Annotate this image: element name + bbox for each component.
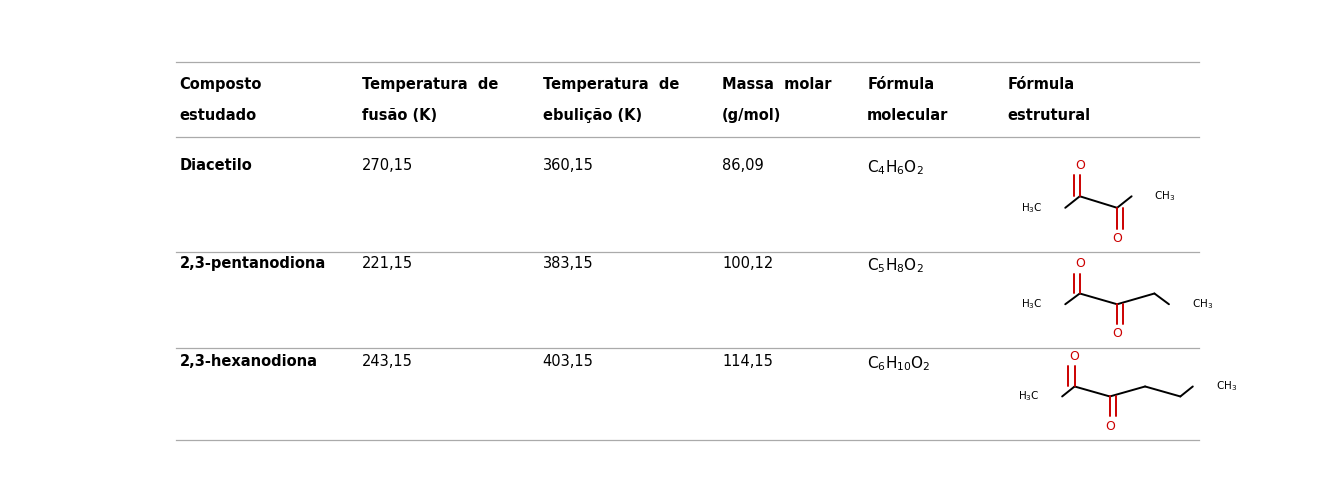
Text: fusão (K): fusão (K) <box>363 108 438 123</box>
Text: estudado: estudado <box>179 108 257 123</box>
Text: O: O <box>1112 327 1123 340</box>
Text: 2,3-hexanodiona: 2,3-hexanodiona <box>179 354 317 369</box>
Text: $\mathrm{H_3C}$: $\mathrm{H_3C}$ <box>1021 297 1042 311</box>
Text: O: O <box>1105 420 1115 433</box>
Text: 383,15: 383,15 <box>543 256 593 271</box>
Text: 86,09: 86,09 <box>723 158 764 173</box>
Text: $\mathrm{CH_3}$: $\mathrm{CH_3}$ <box>1192 297 1214 311</box>
Text: Massa  molar: Massa molar <box>723 77 831 92</box>
Text: (g/mol): (g/mol) <box>723 108 781 123</box>
Text: $\mathrm{C_4H_6O_2}$: $\mathrm{C_4H_6O_2}$ <box>867 158 925 177</box>
Text: 114,15: 114,15 <box>723 354 773 369</box>
Text: $\mathrm{C_5H_8O_2}$: $\mathrm{C_5H_8O_2}$ <box>867 256 925 274</box>
Text: Temperatura  de: Temperatura de <box>363 77 499 92</box>
Text: molecular: molecular <box>867 108 949 123</box>
Text: 2,3-pentanodiona: 2,3-pentanodiona <box>179 256 326 271</box>
Text: O: O <box>1112 232 1123 245</box>
Text: O: O <box>1074 159 1085 172</box>
Text: Diacetilo: Diacetilo <box>179 158 253 173</box>
Text: 360,15: 360,15 <box>543 158 594 173</box>
Text: 243,15: 243,15 <box>363 354 413 369</box>
Text: 100,12: 100,12 <box>723 256 773 271</box>
Text: Fórmula: Fórmula <box>1008 77 1074 92</box>
Text: $\mathrm{CH_3}$: $\mathrm{CH_3}$ <box>1155 190 1176 203</box>
Text: 403,15: 403,15 <box>543 354 594 369</box>
Text: Composto: Composto <box>179 77 262 92</box>
Text: 270,15: 270,15 <box>363 158 413 173</box>
Text: estrutural: estrutural <box>1008 108 1090 123</box>
Text: 221,15: 221,15 <box>363 256 413 271</box>
Text: Fórmula: Fórmula <box>867 77 934 92</box>
Text: $\mathrm{H_3C}$: $\mathrm{H_3C}$ <box>1018 390 1040 403</box>
Text: O: O <box>1069 350 1080 363</box>
Text: Temperatura  de: Temperatura de <box>543 77 678 92</box>
Text: ebulição (K): ebulição (K) <box>543 108 642 123</box>
Text: O: O <box>1074 257 1085 270</box>
Text: $\mathrm{CH_3}$: $\mathrm{CH_3}$ <box>1216 380 1236 393</box>
Text: $\mathrm{H_3C}$: $\mathrm{H_3C}$ <box>1021 201 1042 215</box>
Text: $\mathrm{C_6H_{10}O_2}$: $\mathrm{C_6H_{10}O_2}$ <box>867 354 931 373</box>
